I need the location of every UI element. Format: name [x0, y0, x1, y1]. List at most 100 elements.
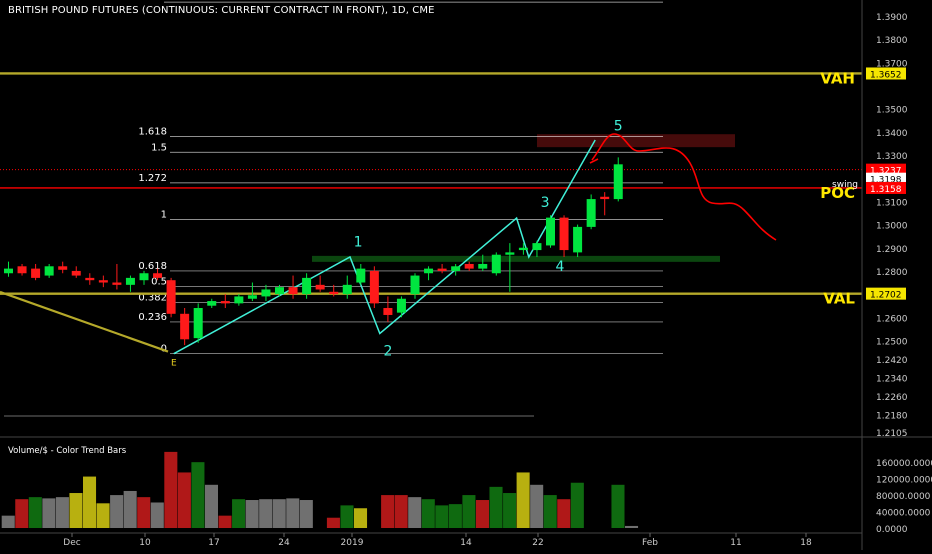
candle-body	[546, 217, 555, 246]
price-axis-tick: 1.2900	[876, 245, 908, 255]
volume-bar	[570, 482, 584, 528]
candle	[573, 224, 583, 258]
volume-bar	[272, 499, 286, 528]
price-label-text: 1.3237	[870, 167, 902, 177]
candle	[559, 215, 569, 258]
price-axis-tick: 1.2260	[876, 393, 908, 403]
time-axis-tick: 10	[139, 538, 151, 548]
poc-note: swing	[832, 180, 858, 190]
candle	[383, 296, 393, 322]
time-axis-tick: 14	[460, 538, 472, 548]
fib-label-0.236: 0.236	[138, 312, 167, 323]
price-label-1.3237: 1.3237	[866, 163, 906, 177]
e-label: E	[171, 359, 177, 369]
level-name-val: VAL	[823, 290, 855, 308]
volume-bar	[475, 500, 489, 528]
volume-bar	[96, 503, 110, 528]
candle-body	[85, 277, 95, 281]
candle-body	[478, 263, 488, 269]
candle	[288, 275, 298, 299]
volume-layer	[1, 451, 639, 528]
candle	[315, 275, 325, 292]
candle-body	[369, 270, 379, 304]
levels-layer: VAH POC VAL swing	[0, 69, 862, 308]
candle-body	[275, 287, 284, 295]
candle	[153, 268, 163, 281]
volume-axis-tick: 120000.0000	[876, 476, 932, 486]
candle-body	[31, 268, 41, 278]
candle	[220, 294, 230, 309]
wave-label-3: 3	[541, 195, 550, 211]
price-label-box	[866, 172, 906, 185]
candle	[139, 270, 149, 285]
volume-pane-title: Volume/$ - Color Trend Bars	[8, 446, 127, 456]
candle-body	[424, 268, 434, 274]
projected-path	[591, 133, 777, 241]
price-axis-tick: 1.2500	[876, 337, 908, 347]
candle-body	[491, 254, 501, 274]
candle-body	[356, 268, 366, 283]
candle-body	[17, 266, 27, 274]
volume-bar	[259, 499, 273, 528]
wave-label-5: 5	[614, 119, 623, 135]
level-name-poc: POC	[820, 184, 855, 202]
wave-label-2: 2	[383, 344, 392, 360]
price-label-1.3158: 1.3158	[866, 181, 906, 195]
candle	[166, 277, 176, 318]
candle-body	[437, 268, 447, 271]
candle	[491, 252, 501, 276]
candle-body	[261, 289, 271, 297]
price-label-1.3652: 1.3652	[866, 67, 906, 80]
volume-bar	[55, 497, 69, 528]
volume-bar	[123, 490, 137, 528]
time-axis-tick: 18	[800, 538, 812, 548]
price-axis-tick: 1.2600	[876, 314, 908, 324]
volume-bar	[42, 498, 56, 528]
price-axis-tick: 1.2105	[876, 429, 908, 439]
wave-label-4: 4	[556, 259, 565, 275]
support-zone	[312, 255, 720, 262]
candle	[261, 284, 271, 302]
candle	[613, 157, 623, 202]
candle-body	[71, 270, 81, 276]
candle	[193, 303, 203, 343]
volume-bar	[177, 472, 191, 528]
candle	[247, 282, 257, 302]
zones-layer	[312, 134, 735, 262]
price-axis-tick: 1.3800	[876, 36, 908, 46]
candle	[125, 275, 135, 292]
candle-body	[112, 282, 122, 285]
candle	[329, 284, 339, 297]
wave-layer: 1 2 3 4 5 E	[171, 119, 623, 369]
volume-bar	[286, 498, 300, 528]
candle	[478, 254, 488, 271]
candle	[44, 263, 54, 278]
candle-body	[342, 284, 352, 295]
volume-bar	[204, 484, 218, 528]
price-axis-tick: 1.2180	[876, 412, 908, 422]
price-label-box	[866, 163, 906, 176]
time-axis-tick: 11	[730, 538, 741, 548]
time-axis-tick: 2019	[341, 538, 364, 548]
candle	[234, 294, 244, 306]
candle	[342, 275, 352, 299]
candle-body	[505, 252, 515, 255]
fib-label-1.272: 1.272	[138, 173, 167, 184]
volume-bar	[232, 499, 246, 528]
candle-body	[4, 268, 13, 274]
downtrend-line	[0, 290, 169, 353]
elliott-wave-legs	[173, 139, 596, 355]
candle-body	[396, 298, 406, 313]
time-axis-tick: 24	[278, 538, 290, 548]
volume-bar	[448, 504, 462, 528]
candle	[58, 261, 68, 274]
price-axis-tick: 1.3700	[876, 59, 908, 69]
candle	[180, 308, 190, 346]
candle-body	[464, 263, 474, 269]
projected-path-start	[589, 158, 599, 164]
candle	[112, 263, 122, 290]
price-axis-tick: 1.2800	[876, 268, 908, 278]
